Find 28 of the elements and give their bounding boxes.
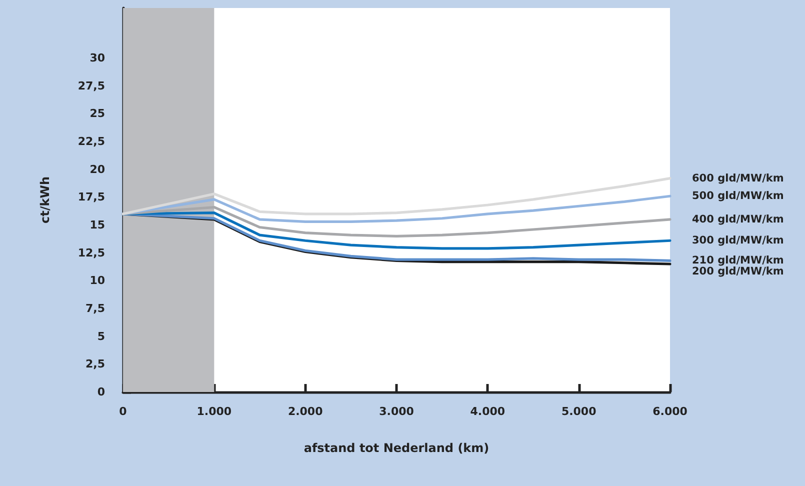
y-axis-title: ct/kWh [38, 176, 52, 224]
y-tick-label: 20 [90, 162, 106, 176]
y-tick-label: 25 [90, 107, 105, 120]
y-tick-label: 5 [97, 330, 105, 343]
y-tick-label: 12,5 [78, 246, 105, 260]
x-tick-label: 4.000 [470, 405, 506, 418]
x-tick-label: 2.000 [288, 405, 324, 418]
text: 600 gld/MW/km [692, 172, 784, 184]
y-tick-label: 7,5 [86, 302, 105, 316]
text: 200 gld/MW/km [692, 266, 784, 278]
x-tick-label: 6.000 [652, 405, 688, 418]
y-tick-label: 0 [97, 386, 106, 398]
x-tick-label: 0 [119, 405, 128, 418]
x-tick-label: 5.000 [561, 405, 597, 418]
x-tick-label: 1.000 [196, 405, 232, 418]
text: 500 gld/MW/km [692, 190, 784, 202]
y-tick-label: 10 [90, 274, 106, 288]
text: 400 gld/MW/km [692, 213, 784, 226]
x-axis-title: afstand tot Nederland (km) [304, 441, 490, 455]
text: 300 gld/MW/km [692, 234, 784, 247]
y-tick-label: 22,5 [78, 135, 105, 148]
y-tick-label: 2,5 [86, 358, 105, 371]
text: 210 gld/MW/km [692, 254, 784, 267]
y-tick-label: 15 [90, 218, 105, 232]
y-tick-label: 30 [90, 52, 106, 65]
x-tick-label: 3.000 [379, 405, 414, 418]
y-tick-label: 17,5 [78, 190, 105, 204]
y-tick-label: 27,5 [78, 79, 105, 92]
